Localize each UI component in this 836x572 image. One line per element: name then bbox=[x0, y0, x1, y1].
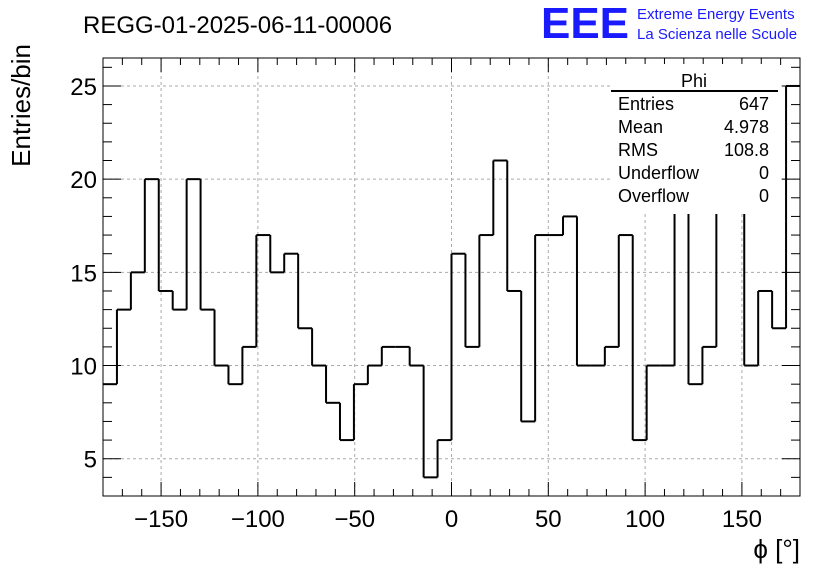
y-tick-label: 20 bbox=[70, 167, 97, 194]
eee-logo: EEE Extreme Energy Events La Scienza nel… bbox=[541, 0, 797, 48]
x-tick-label: 100 bbox=[625, 506, 665, 533]
stats-box: Phi Entries 647 Mean 4.978 RMS 108.8 Underflow… bbox=[611, 64, 778, 214]
x-tick-label: 0 bbox=[445, 506, 458, 533]
x-axis-label: ϕ [°] bbox=[753, 534, 800, 564]
stats-row-label: Mean bbox=[618, 117, 663, 137]
y-tick-label: 15 bbox=[70, 260, 97, 287]
stats-row-value: 4.978 bbox=[724, 117, 769, 137]
chart-title: REGG-01-2025-06-11-00006 bbox=[83, 12, 392, 39]
y-tick-label: 25 bbox=[70, 74, 97, 101]
y-tick-label: 10 bbox=[70, 354, 97, 381]
x-tick-label: −150 bbox=[134, 506, 188, 533]
stats-rows: Entries 647 Mean 4.978 RMS 108.8 Underflow 0 Ove… bbox=[618, 94, 769, 206]
x-tick-label: −100 bbox=[231, 506, 285, 533]
stats-row-label: Entries bbox=[618, 94, 674, 114]
stats-row-label: RMS bbox=[618, 140, 658, 160]
stats-row-value: 108.8 bbox=[724, 140, 769, 160]
y-tick-labels: 5 10 15 20 25 bbox=[70, 74, 97, 474]
histogram-bars bbox=[103, 84, 800, 479]
stats-title: Phi bbox=[681, 71, 707, 91]
eee-logo-line1: Extreme Energy Events bbox=[637, 6, 795, 23]
x-tick-label: −50 bbox=[334, 506, 375, 533]
stats-row-value: 0 bbox=[759, 163, 769, 183]
axis-ticks bbox=[102, 58, 801, 497]
stats-row-label: Underflow bbox=[618, 163, 700, 183]
stats-box-background bbox=[611, 64, 778, 214]
x-tick-label: 150 bbox=[722, 506, 762, 533]
stats-row-label: Overflow bbox=[618, 186, 690, 206]
stats-row-value: 647 bbox=[739, 94, 769, 114]
x-tick-labels: −150 −100 −50 0 50 100 150 bbox=[134, 506, 762, 533]
eee-logo-line2: La Scienza nelle Scuole bbox=[637, 26, 797, 43]
y-tick-label: 5 bbox=[84, 447, 97, 474]
x-tick-label: 50 bbox=[535, 506, 562, 533]
eee-logo-mark: EEE bbox=[541, 0, 629, 48]
y-axis-label: Entries/bin bbox=[6, 44, 36, 167]
stats-row-value: 0 bbox=[759, 186, 769, 206]
